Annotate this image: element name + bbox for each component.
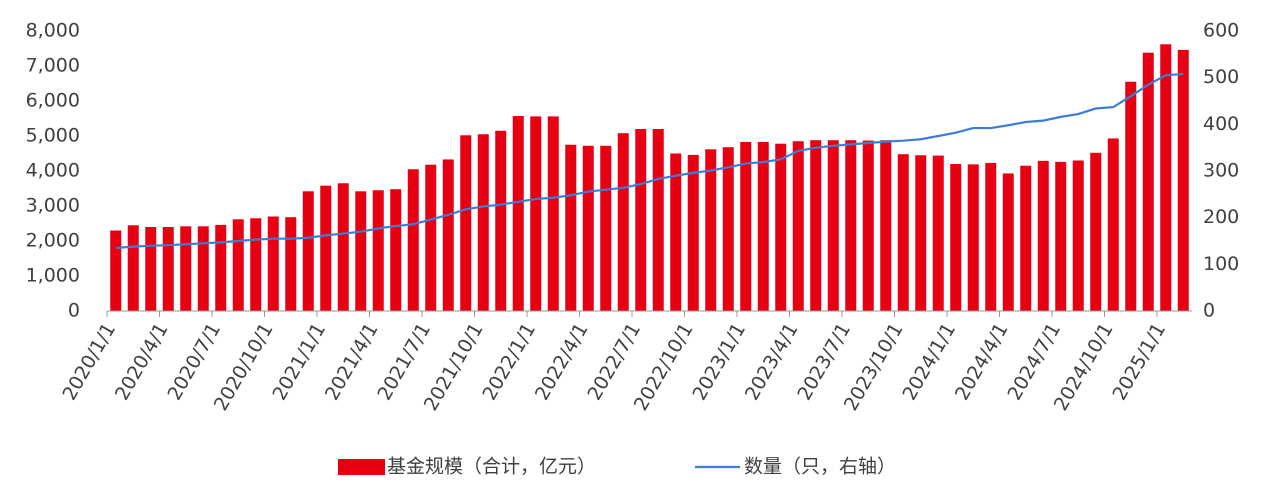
bar [722,147,734,311]
bar [372,190,384,311]
legend-label: 基金规模（合计，亿元） [387,456,596,478]
bar [617,133,629,311]
bar [232,219,244,311]
bar [285,217,297,311]
y-tick-label: 6,000 [26,90,80,112]
bar [337,183,349,311]
bar [670,153,682,311]
bar [215,224,227,311]
bar [845,140,857,311]
y-tick-label: 3,000 [26,195,80,217]
bar [565,144,577,311]
line [115,72,1184,250]
bar [652,129,664,311]
y-tick-label: 0 [68,300,80,322]
bar [180,226,192,311]
bar [897,154,909,311]
y2-tick-label: 500 [1203,66,1239,88]
bar [862,140,874,311]
bar [705,149,717,311]
bar [1177,49,1189,312]
bar [950,164,962,311]
bar [1002,173,1014,311]
legend: 基金规模（合计，亿元） 数量（只，右轴） [338,456,896,478]
bar [687,154,699,311]
y-tick-label: 4,000 [26,160,80,182]
bar [1107,138,1119,311]
bar [250,218,262,311]
bar [1072,160,1084,311]
bar [810,140,822,311]
bar [197,226,209,311]
y2-tick-label: 0 [1203,300,1215,322]
bar [635,129,647,311]
bar [1160,44,1172,312]
bar [110,230,122,311]
y-tick-label: 2,000 [26,230,80,252]
bar [1090,152,1102,311]
bar [827,140,839,311]
bar [407,169,419,311]
y2-tick-label: 300 [1203,160,1239,182]
bar [757,141,769,311]
bar [127,225,139,311]
x-tick-label: 2025/1/1 [1108,319,1170,404]
bar [792,141,804,311]
bar [1020,165,1032,311]
y2-tick-label: 100 [1203,253,1239,275]
bar [967,164,979,311]
bar [530,116,542,312]
bar [162,227,174,311]
bar [477,134,489,311]
bar [390,189,402,311]
y-tick-label: 1,000 [26,265,80,287]
bar [355,191,367,311]
bar [880,140,892,311]
bar [460,135,472,311]
bar [512,116,524,311]
bar [425,164,437,311]
legend-swatch [338,459,385,475]
bar [442,159,454,311]
bar [1055,161,1067,311]
y-tick-label: 5,000 [26,125,80,147]
bar [320,185,332,311]
legend-label: 数量（只，右轴） [744,456,896,478]
bar [1037,160,1049,311]
y-tick-label: 8,000 [26,20,80,42]
bar [1125,81,1137,311]
y2-tick-label: 200 [1203,206,1239,228]
bar [985,162,997,311]
bar [740,141,752,311]
bar [267,216,279,311]
bar [302,191,314,311]
bar [932,155,944,311]
bar [547,116,559,312]
bar [775,143,787,311]
y2-tick-label: 400 [1203,113,1239,135]
bar [582,145,594,311]
y-tick-label: 7,000 [26,55,80,77]
bar [915,155,927,311]
bar [1142,52,1154,311]
bar [600,145,612,311]
y2-tick-label: 600 [1203,20,1239,42]
bar [495,130,507,311]
bar [145,227,157,311]
